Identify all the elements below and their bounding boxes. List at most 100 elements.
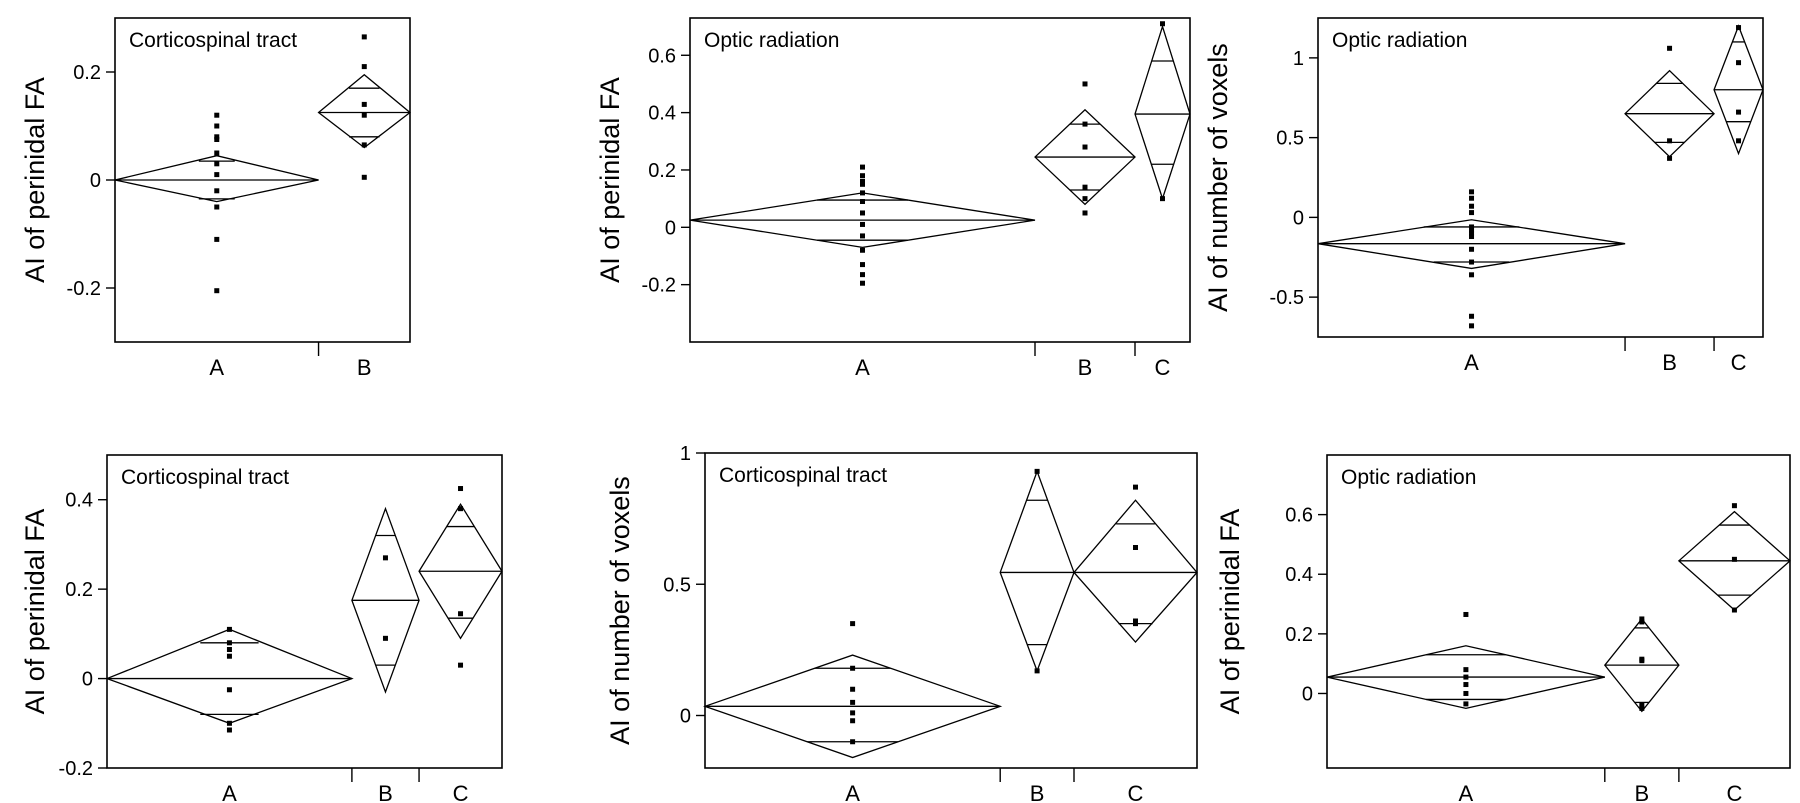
plot-frame — [106, 454, 503, 769]
x-category-label: C — [1155, 355, 1171, 380]
plot-frame — [689, 17, 1191, 343]
data-point — [1463, 667, 1469, 673]
y-tick-label: 0.6 — [648, 45, 676, 67]
chart-panel-4: -0.2 0 0.2 0.4 AI of perinidal FA Corticospin… — [20, 454, 503, 803]
data-point — [1469, 230, 1475, 236]
data-point — [214, 236, 220, 242]
y-axis-label: AI of perinidal FA — [20, 509, 50, 715]
group-B: B — [1624, 45, 1715, 375]
group-A: A — [1326, 611, 1605, 803]
data-point — [1034, 668, 1040, 674]
data-point — [1667, 45, 1673, 51]
data-point — [860, 190, 865, 196]
data-point — [214, 188, 220, 194]
data-point — [458, 662, 464, 668]
chart-title: Optic radiation — [1341, 466, 1476, 489]
data-point — [382, 635, 388, 641]
y-tick-label: 1 — [680, 443, 691, 465]
data-point — [214, 134, 220, 140]
y-tick-label: 0.5 — [663, 574, 691, 596]
data-point — [1133, 621, 1138, 627]
group-C: C — [418, 486, 503, 803]
y-tick-label: 0.2 — [73, 62, 101, 84]
data-point — [1463, 690, 1469, 696]
group-C: C — [1073, 484, 1198, 803]
plot-frame — [1326, 454, 1791, 769]
x-category-label: A — [222, 781, 237, 803]
data-point — [1469, 259, 1475, 265]
data-point — [860, 210, 865, 216]
chart-panel-2: -0.2 0 0.2 0.4 0.6 AI of perinidal FA Optic ra… — [595, 17, 1191, 380]
chart-title: Optic radiation — [1332, 29, 1467, 52]
group-B: B — [317, 34, 412, 380]
data-point — [1667, 138, 1673, 144]
data-point — [860, 199, 865, 205]
data-point — [361, 101, 367, 107]
data-point — [1736, 25, 1742, 31]
group-A: A — [105, 626, 354, 803]
data-point — [850, 665, 856, 671]
data-point — [214, 112, 220, 118]
y-tick-label: 0 — [1293, 207, 1304, 229]
means-diamond — [999, 469, 1075, 673]
y-tick-label: 0.2 — [1285, 624, 1313, 646]
plot-frame — [704, 452, 1198, 769]
data-point — [1469, 272, 1475, 278]
data-point — [226, 653, 232, 659]
data-point — [1736, 60, 1742, 66]
y-tick-label: 0.4 — [1285, 564, 1313, 586]
y-tick-label: 0.4 — [65, 490, 93, 512]
data-point — [226, 640, 232, 646]
data-point — [361, 174, 367, 180]
data-point — [1639, 616, 1645, 622]
data-point — [458, 611, 464, 617]
data-point — [214, 137, 220, 142]
y-tick-label: 0 — [82, 669, 93, 691]
data-point — [1463, 701, 1469, 707]
data-point — [1133, 484, 1138, 490]
chart-panel-5: 0 0.5 1 AI of number of voxels Corticospinal… — [605, 443, 1198, 803]
data-point — [1469, 195, 1475, 201]
y-tick-label: 0 — [1302, 683, 1313, 705]
data-point — [226, 626, 232, 632]
x-category-label: A — [855, 355, 870, 380]
data-point — [1731, 503, 1737, 509]
y-tick-label: 0.4 — [648, 103, 676, 125]
data-point — [361, 64, 367, 70]
data-point — [1082, 196, 1088, 202]
data-point — [1133, 618, 1138, 624]
chart-title: Optic radiation — [704, 29, 839, 52]
x-category-label: A — [845, 781, 860, 803]
data-point — [214, 288, 220, 294]
y-tick-label: -0.2 — [67, 278, 101, 300]
data-point — [214, 172, 220, 178]
plot-frame — [1317, 17, 1764, 338]
x-category-label: A — [209, 355, 224, 380]
data-point — [1731, 556, 1737, 562]
data-point — [214, 161, 220, 167]
x-category-label: B — [1078, 355, 1093, 380]
x-category-label: A — [1464, 350, 1479, 375]
group-C: C — [1713, 24, 1764, 375]
data-point — [1463, 682, 1469, 688]
data-point — [1463, 611, 1469, 617]
data-point — [214, 150, 220, 156]
group-A: A — [1317, 189, 1626, 375]
data-point — [1160, 196, 1165, 202]
data-point — [860, 247, 865, 253]
y-tick-label: 0 — [90, 170, 101, 192]
data-point — [226, 720, 232, 726]
data-point — [361, 142, 367, 148]
data-point — [860, 164, 865, 170]
y-tick-label: 0 — [665, 217, 676, 239]
data-point — [1469, 203, 1475, 209]
x-category-label: C — [1731, 350, 1747, 375]
data-point — [850, 699, 856, 705]
data-point — [850, 621, 856, 627]
data-point — [1639, 702, 1645, 708]
x-category-label: C — [1128, 781, 1144, 803]
data-point — [1469, 227, 1475, 233]
data-point — [1469, 210, 1475, 216]
data-point — [1463, 674, 1469, 680]
data-point — [1469, 224, 1475, 230]
